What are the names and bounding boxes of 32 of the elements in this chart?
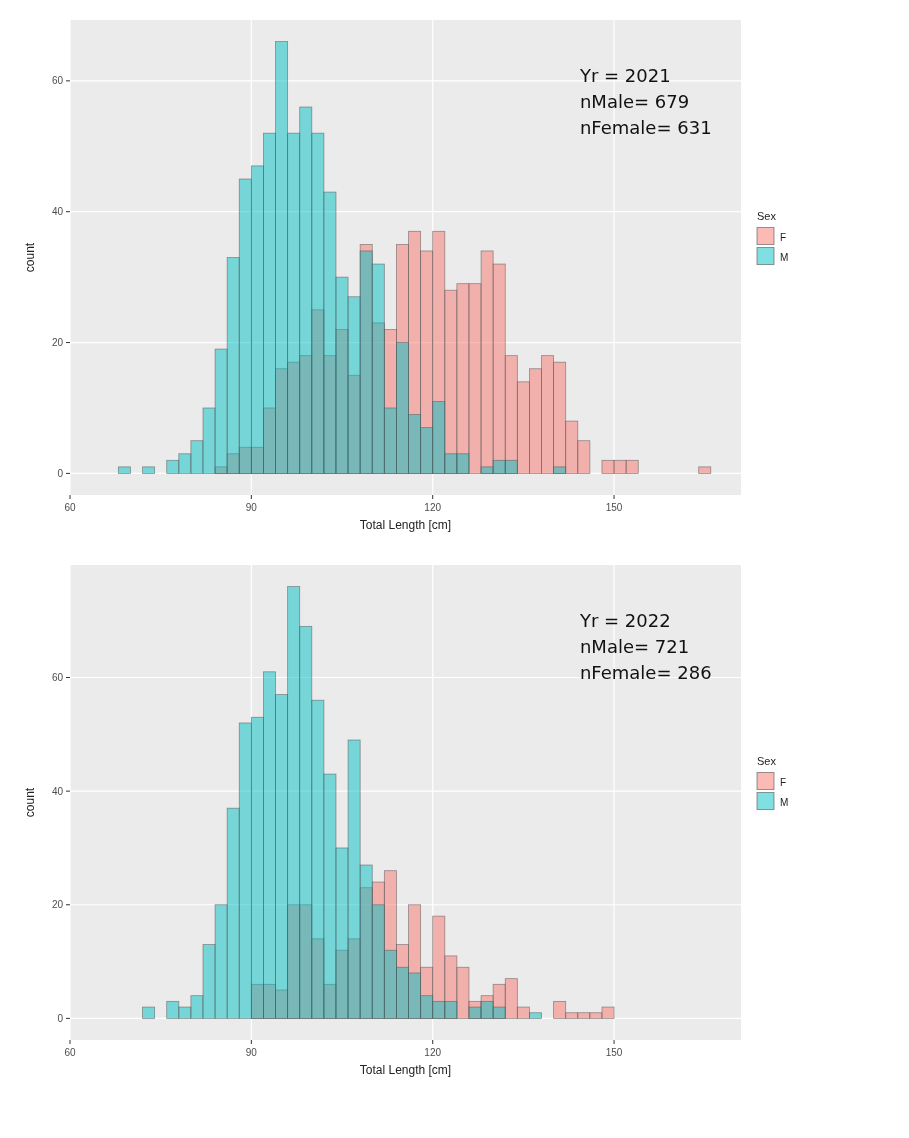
annotation: nMale= 721	[579, 635, 690, 657]
legend-label: M	[780, 251, 789, 263]
y-axis-title: count	[23, 787, 37, 818]
annotation: Yr = 2021	[578, 64, 671, 86]
y-tick-label: 0	[57, 467, 64, 479]
x-tick-label: 60	[64, 502, 76, 513]
legend-title: Sex	[757, 754, 777, 767]
annotation: nMale= 679	[579, 90, 690, 112]
legend-label: F	[780, 776, 787, 788]
annotation: nFemale= 286	[579, 661, 712, 683]
y-tick-label: 40	[51, 206, 64, 218]
x-tick-label: 90	[245, 502, 258, 513]
y-tick-label: 0	[57, 1012, 64, 1024]
y-tick-label: 20	[51, 899, 64, 911]
y-axis-title: count	[23, 242, 37, 273]
legend-label: F	[780, 231, 787, 243]
x-axis-title: Total Length [cm]	[359, 1063, 452, 1077]
legend-label: M	[780, 796, 789, 808]
annotation: Yr = 2022	[578, 609, 671, 631]
annotation: nFemale= 631	[579, 116, 712, 138]
x-tick-label: 120	[424, 1047, 442, 1058]
y-tick-label: 60	[51, 672, 64, 683]
x-axis-title: Total Length [cm]	[359, 518, 452, 532]
x-tick-label: 90	[245, 1047, 258, 1058]
legend-title: Sex	[757, 209, 777, 222]
y-tick-label: 20	[51, 337, 64, 349]
x-tick-label: 150	[605, 1047, 623, 1058]
x-tick-label: 150	[605, 502, 623, 513]
y-tick-label: 40	[51, 785, 64, 797]
x-tick-label: 120	[424, 502, 442, 513]
y-tick-label: 60	[51, 75, 64, 87]
x-tick-label: 60	[64, 1047, 76, 1058]
